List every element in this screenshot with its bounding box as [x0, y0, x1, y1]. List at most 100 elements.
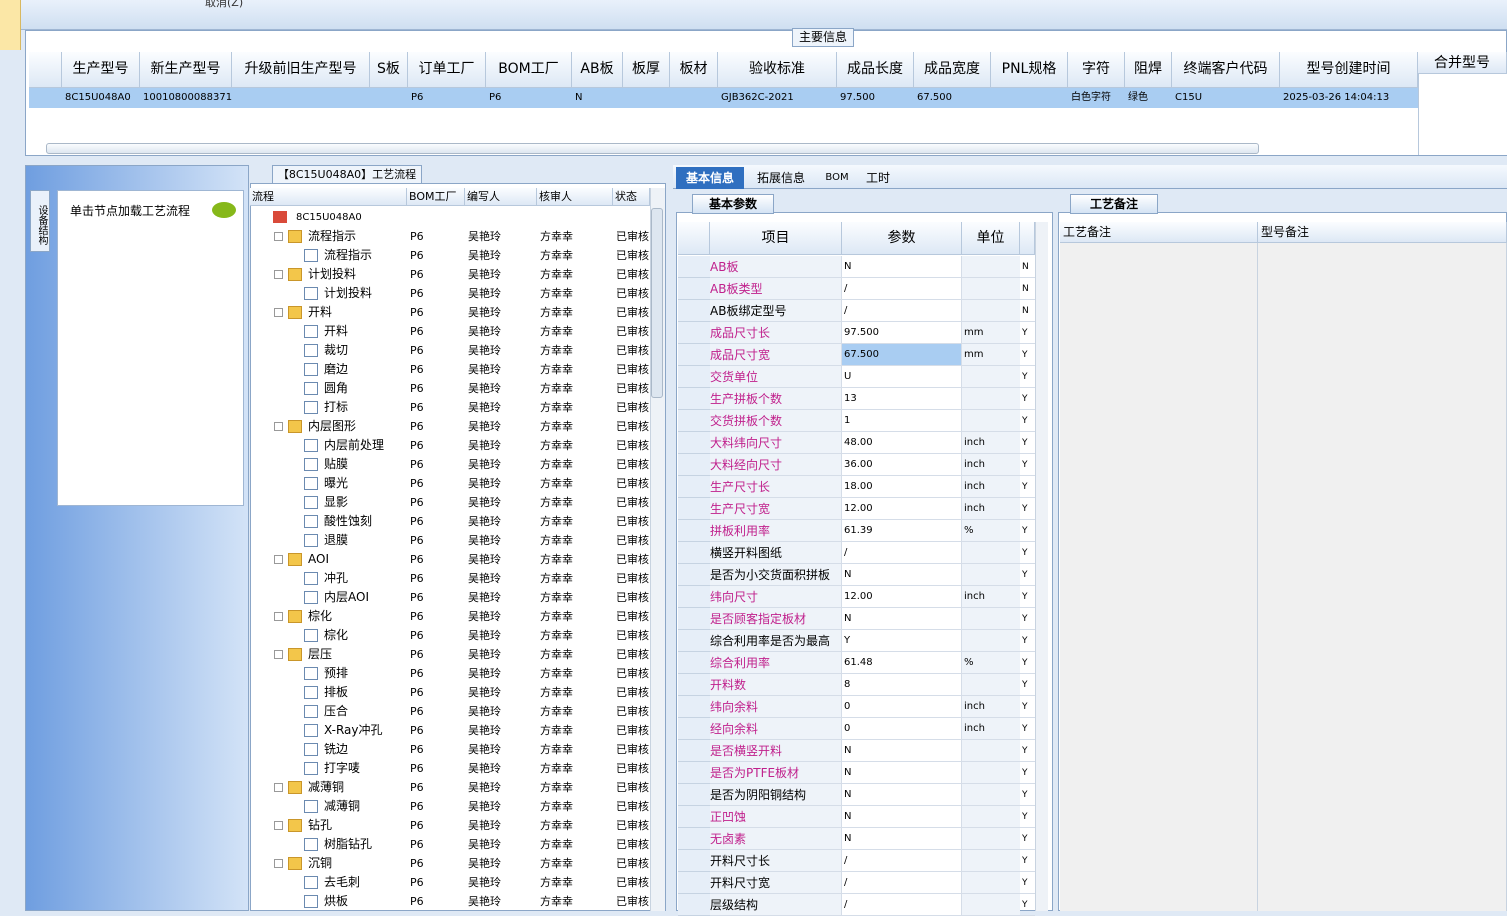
column-header[interactable]: 升级前旧生产型号: [232, 52, 370, 88]
param-value[interactable]: 18.00: [842, 476, 962, 498]
tree-node[interactable]: 计划投料: [308, 267, 357, 281]
tree-node[interactable]: 内层AOI: [324, 590, 369, 604]
tree-node[interactable]: 烘板: [324, 894, 349, 908]
tree-node[interactable]: X-Ray冲孔: [324, 723, 383, 737]
cancel-button[interactable]: 取消(Z): [205, 0, 244, 9]
param-value[interactable]: 36.00: [842, 454, 962, 476]
param-value[interactable]: N: [842, 608, 962, 630]
tree-node[interactable]: 开料: [308, 305, 333, 319]
param-value[interactable]: /: [842, 300, 962, 322]
tree-node[interactable]: 打字唛: [324, 761, 361, 775]
tree-node[interactable]: 排板: [324, 685, 349, 699]
tree-node[interactable]: 减薄铜: [324, 799, 361, 813]
column-header[interactable]: 字符: [1068, 52, 1125, 88]
column-header[interactable]: 板材: [670, 52, 718, 88]
tree-node[interactable]: 圆角: [324, 381, 349, 395]
tree-column-header[interactable]: 编写人: [465, 188, 537, 206]
column-header[interactable]: 成品长度: [837, 52, 914, 88]
column-header[interactable]: 板厚: [623, 52, 670, 88]
tree-node[interactable]: 钻孔: [308, 818, 333, 832]
param-value[interactable]: 0: [842, 718, 962, 740]
tree-node[interactable]: 贴膜: [324, 457, 349, 471]
param-value[interactable]: 13: [842, 388, 962, 410]
column-header[interactable]: BOM工厂: [486, 52, 572, 88]
tree-node[interactable]: 减薄铜: [308, 780, 345, 794]
column-header[interactable]: 生产型号: [62, 52, 140, 88]
column-header[interactable]: AB板: [572, 52, 623, 88]
tree-node[interactable]: 酸性蚀刻: [324, 514, 373, 528]
tree-node[interactable]: 磨边: [324, 362, 349, 376]
param-value[interactable]: 1: [842, 410, 962, 432]
param-value[interactable]: 67.500: [842, 344, 962, 366]
param-value[interactable]: 61.48: [842, 652, 962, 674]
param-value[interactable]: N: [842, 806, 962, 828]
tree-node[interactable]: 预排: [324, 666, 349, 680]
tree-node[interactable]: 压合: [324, 704, 349, 718]
column-header[interactable]: 新生产型号: [140, 52, 232, 88]
column-header[interactable]: PNL规格: [991, 52, 1068, 88]
tab[interactable]: 基本信息: [676, 167, 744, 189]
tree-node[interactable]: 开料: [324, 324, 349, 338]
params-column-header[interactable]: 项目: [710, 222, 842, 255]
notes-tab[interactable]: 工艺备注: [1070, 194, 1158, 214]
column-header[interactable]: 阻焊: [1125, 52, 1172, 88]
param-value[interactable]: N: [842, 564, 962, 586]
column-header[interactable]: 型号创建时间: [1280, 52, 1418, 88]
param-value[interactable]: 12.00: [842, 586, 962, 608]
param-value[interactable]: N: [842, 784, 962, 806]
param-value[interactable]: /: [842, 872, 962, 894]
column-header[interactable]: 终端客户代码: [1172, 52, 1280, 88]
tree-node[interactable]: 冲孔: [324, 571, 349, 585]
tree-node[interactable]: 裁切: [324, 343, 349, 357]
params-column-header[interactable]: 参数: [842, 222, 962, 255]
equipment-tab[interactable]: 设备结构: [30, 190, 50, 252]
param-value[interactable]: N: [842, 762, 962, 784]
side-column-header[interactable]: 合并型号: [1418, 52, 1507, 74]
tree-column-header[interactable]: 状态: [613, 188, 650, 206]
param-value[interactable]: /: [842, 850, 962, 872]
tree-node[interactable]: 内层前处理: [324, 438, 385, 452]
param-value[interactable]: 48.00: [842, 432, 962, 454]
param-value[interactable]: 12.00: [842, 498, 962, 520]
tree-node[interactable]: 内层图形: [308, 419, 357, 433]
column-header[interactable]: 订单工厂: [408, 52, 486, 88]
param-value[interactable]: N: [842, 828, 962, 850]
tree-column-header[interactable]: BOM工厂: [407, 188, 465, 206]
param-value[interactable]: N: [842, 256, 962, 278]
tree-node[interactable]: 铣边: [324, 742, 349, 756]
param-value[interactable]: 61.39: [842, 520, 962, 542]
tree-node[interactable]: 层压: [308, 647, 333, 661]
param-value[interactable]: Y: [842, 630, 962, 652]
tree-node[interactable]: 树脂钻孔: [324, 837, 373, 851]
param-value[interactable]: 8: [842, 674, 962, 696]
param-value[interactable]: 0: [842, 696, 962, 718]
tree-column-header[interactable]: 核审人: [537, 188, 613, 206]
tab[interactable]: 拓展信息: [756, 171, 805, 185]
column-header[interactable]: 验收标准: [718, 52, 837, 88]
tree-node[interactable]: 棕化: [324, 628, 349, 642]
tree-node[interactable]: 棕化: [308, 609, 333, 623]
tree-node[interactable]: 沉铜: [308, 856, 333, 870]
params-column-header[interactable]: 单位: [962, 222, 1020, 255]
column-header[interactable]: S板: [370, 52, 408, 88]
tree-node[interactable]: 流程指示: [308, 229, 357, 243]
notes-column-header[interactable]: 工艺备注: [1060, 222, 1258, 243]
tree-node[interactable]: 打标: [324, 400, 349, 414]
notes-column-header[interactable]: 型号备注: [1258, 222, 1507, 243]
tree-node[interactable]: 流程指示: [324, 248, 373, 262]
tab[interactable]: 工时: [865, 171, 890, 185]
param-value[interactable]: U: [842, 366, 962, 388]
tab[interactable]: BOM: [825, 172, 849, 183]
tree-column-header[interactable]: 流程: [250, 188, 407, 206]
tree-node[interactable]: 显影: [324, 495, 349, 509]
param-value[interactable]: /: [842, 542, 962, 564]
column-header[interactable]: 成品宽度: [914, 52, 991, 88]
tree-node[interactable]: 去毛刺: [324, 875, 361, 889]
param-value[interactable]: N: [842, 740, 962, 762]
param-value[interactable]: /: [842, 894, 962, 916]
tree-node[interactable]: AOI: [308, 552, 329, 566]
tree-node[interactable]: 计划投料: [324, 286, 373, 300]
param-value[interactable]: 97.500: [842, 322, 962, 344]
tree-node[interactable]: 曝光: [324, 476, 349, 490]
tree-root[interactable]: 8C15U048A0: [296, 212, 362, 223]
